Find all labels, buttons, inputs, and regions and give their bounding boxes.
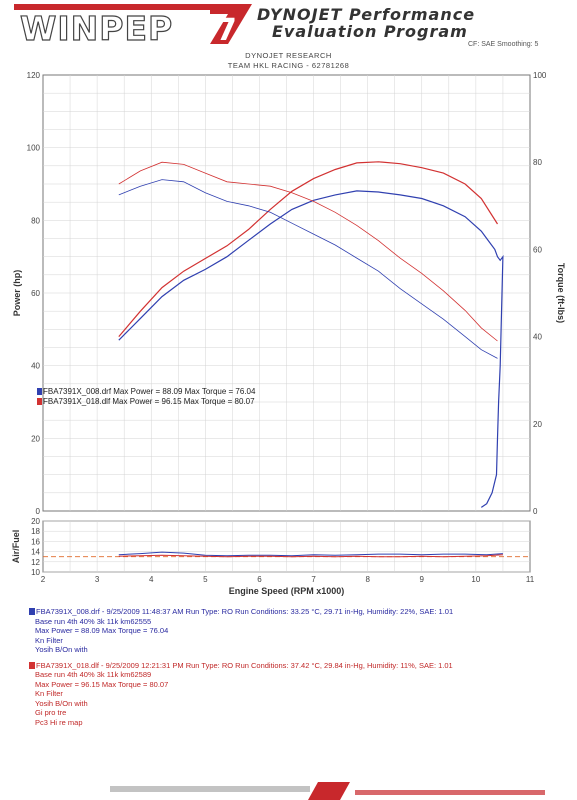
y-tick-label: 60: [31, 289, 40, 298]
x-tick-label: 10: [471, 575, 480, 584]
legend-entry-run1: FBA7391X_008.drf Max Power = 88.09 Max T…: [37, 387, 255, 396]
run1-note: Max Power = 88.09 Max Torque = 76.04: [35, 626, 169, 635]
y2-tick-label: 40: [533, 333, 542, 342]
team-label: TEAM HKL RACING - 62781268: [227, 61, 350, 70]
y-tick-label: 120: [27, 71, 41, 80]
y2-tick-label: 100: [533, 71, 547, 80]
legend-entry-run2: FBA7391X_018.dlf Max Power = 96.15 Max T…: [37, 397, 255, 406]
run2-header: FBA7391X_018.dlf - 9/25/2009 12:21:31 PM…: [36, 660, 453, 670]
y-axis-label: Power (hp): [12, 270, 22, 317]
program-title-line1: DYNOJET Performance: [257, 5, 476, 24]
run2-note: Yosih B/On with: [35, 698, 88, 708]
y2-tick-label: 80: [533, 158, 542, 167]
x-tick-label: 2: [41, 575, 46, 584]
y2-tick-label: 20: [533, 420, 542, 429]
run2-note: Pc3 Hi re map: [35, 717, 83, 727]
program-title-line2: Evaluation Program: [272, 22, 468, 41]
run-notes: FBA7391X_008.drf - 9/25/2009 11:48:37 AM…: [29, 607, 569, 733]
run2-marker: [29, 661, 35, 669]
y-tick-label: 0: [36, 507, 41, 516]
y2-tick-label: 0: [533, 507, 538, 516]
series-torque-line-2: [118, 161, 498, 342]
run2-note: Kn Filter: [35, 689, 63, 698]
run-notes-1: FBA7391X_008.drf - 9/25/2009 11:48:37 AM…: [29, 607, 569, 655]
smoothing-label: CF: SAE Smoothing: 5: [468, 41, 539, 48]
x-tick-label: 8: [365, 575, 370, 584]
y-tick-label: 20: [31, 434, 40, 443]
legend-swatch-run2: [37, 398, 42, 405]
winpep-logo: WINPEP 7: [14, 4, 252, 44]
y2-tick-label: 60: [533, 245, 542, 254]
winpep-wordmark: WINPEP: [20, 9, 173, 44]
run1-note: Yosih B/On with: [35, 645, 88, 654]
run2-note: Max Power = 96.15 Max Torque = 80.07: [35, 679, 169, 689]
afr-y-tick-label: 10: [31, 568, 40, 577]
afr-y-tick-label: 18: [31, 527, 40, 536]
y-tick-label: 40: [31, 362, 40, 371]
y-tick-label: 80: [31, 216, 40, 225]
run1-note: Base run 4th 40% 3k 11k km62555: [35, 616, 152, 626]
x-tick-label: 5: [203, 575, 208, 584]
y-tick-label: 100: [27, 144, 41, 153]
afr-y-tick-label: 16: [31, 537, 40, 546]
run1-header: FBA7391X_008.drf - 9/25/2009 11:48:37 AM…: [36, 607, 454, 616]
winpep-version-digit: 7: [216, 13, 237, 44]
run1-note: Kn Filter: [35, 635, 63, 645]
x-tick-label: 3: [95, 575, 100, 584]
series-torque-line-1: [118, 179, 498, 359]
series-power-line-2: [118, 161, 499, 337]
run2-note: Gi pro tre: [35, 708, 67, 717]
run2-note: Base run 4th 40% 3k 11k km62589: [35, 670, 152, 679]
afr-y-tick-label: 14: [31, 548, 40, 557]
run1-marker: [29, 608, 35, 615]
afr-series-line-2: [118, 554, 503, 558]
x-tick-label: 4: [149, 575, 154, 584]
x-tick-label: 6: [257, 575, 262, 584]
x-tick-label: 11: [526, 575, 535, 584]
x-tick-label: 9: [420, 575, 425, 584]
afr-series-line-1: [118, 551, 503, 557]
series-power-line-1: [118, 190, 504, 508]
afr-axis-label: Air/Fuel: [11, 530, 21, 564]
y2-axis-label: Torque (ft-lbs): [556, 263, 566, 323]
winpep-banner: WINPEP 7 DYNOJET Performance Evaluation …: [0, 0, 577, 48]
run-notes-2: FBA7391X_018.dlf - 9/25/2009 12:21:31 PM…: [29, 661, 569, 728]
legend-text-run2: FBA7391X_018.dlf Max Power = 96.15 Max T…: [43, 397, 255, 406]
afr-y-tick-label: 20: [31, 517, 40, 526]
legend-text-run1: FBA7391X_008.drf Max Power = 88.09 Max T…: [43, 387, 256, 396]
legend-swatch-run1: [37, 388, 42, 395]
x-axis-label: Engine Speed (RPM x1000): [229, 586, 345, 596]
footer-banner: [110, 782, 545, 800]
afr-y-tick-label: 12: [31, 558, 40, 567]
research-label: DYNOJET RESEARCH: [245, 51, 332, 60]
x-tick-label: 7: [311, 575, 316, 584]
